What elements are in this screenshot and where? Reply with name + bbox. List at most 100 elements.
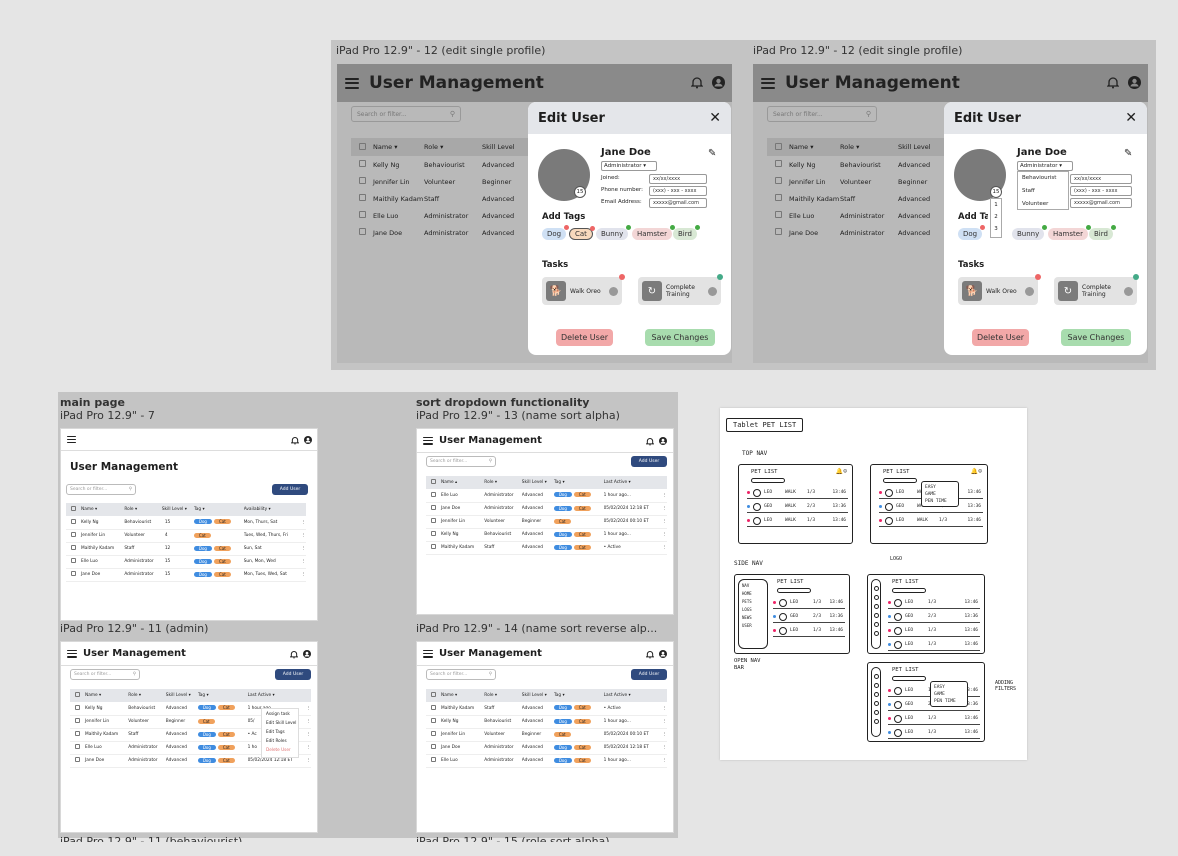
tag-dog[interactable]: Dog — [197, 731, 216, 737]
hamburger-icon[interactable] — [761, 77, 775, 89]
select-all-checkbox[interactable] — [775, 142, 782, 150]
row-checkbox[interactable] — [431, 757, 436, 762]
tag-cat[interactable]: Cat — [197, 718, 215, 724]
kebab-icon[interactable]: ⋮ — [306, 719, 311, 724]
kebab-icon[interactable]: ⋮ — [662, 732, 667, 737]
row-checkbox[interactable] — [431, 718, 436, 723]
table-row[interactable]: Jane Doe Administrator Advanced — [767, 224, 967, 241]
menu-item[interactable]: Edit Skill Level — [266, 720, 297, 725]
check-icon[interactable] — [1124, 286, 1133, 296]
tag-chip-bird[interactable]: Bird — [1089, 225, 1116, 240]
bell-icon[interactable] — [646, 650, 654, 659]
col-skill[interactable]: Skill Level ▾ — [165, 693, 191, 698]
row-checkbox[interactable] — [431, 531, 436, 536]
bell-icon[interactable] — [290, 650, 298, 659]
add-user-button[interactable]: Add User — [631, 669, 667, 680]
tag-dog[interactable]: Dog — [553, 744, 572, 750]
save-changes-button[interactable]: Save Changes — [1061, 329, 1131, 346]
menu-item[interactable]: Edit Roles — [266, 738, 287, 743]
remove-task-icon[interactable] — [1035, 274, 1041, 280]
profile-icon[interactable] — [659, 650, 667, 658]
table-row[interactable]: Elle Luo Administrator Advanced Dog Cat 1 hou… — [426, 754, 667, 767]
add-task-icon[interactable] — [717, 274, 723, 280]
delete-user-button[interactable]: Delete User — [972, 329, 1029, 346]
tag-dog[interactable]: Dog — [193, 571, 212, 577]
kebab-icon[interactable]: ⋮ — [662, 506, 667, 511]
phone-field[interactable]: (xxx) - xxx - xxxx — [1070, 186, 1132, 196]
row-checkbox[interactable] — [775, 194, 782, 201]
table-row[interactable]: Jane Doe Administrator Advanced Dog Cat 05/02… — [426, 741, 667, 754]
tag-cat[interactable]: Cat — [573, 705, 591, 711]
kebab-icon[interactable]: ⋮ — [662, 719, 667, 724]
tag-dog[interactable]: Dog — [197, 757, 216, 763]
tag-cat[interactable]: Cat — [217, 731, 235, 737]
row-checkbox[interactable] — [71, 571, 76, 576]
row-checkbox[interactable] — [75, 731, 80, 736]
table-row[interactable]: Jane Doe Administrator 15 Dog Cat Mon, Tues, … — [66, 568, 306, 581]
tag-cat[interactable]: Cat — [573, 757, 591, 763]
table-row[interactable]: Kelly Ng Behaviourist Advanced — [767, 156, 967, 173]
kebab-icon[interactable]: ⋮ — [301, 519, 306, 525]
tag-dog[interactable]: Dog — [197, 705, 216, 711]
check-icon[interactable] — [609, 286, 618, 296]
table-row[interactable]: Jennifer Lin Volunteer Beginner Cat 05/02/20… — [426, 728, 667, 741]
search-input[interactable]: Search or filter... ⚲ — [70, 669, 140, 680]
row-checkbox[interactable] — [359, 194, 366, 201]
level-option[interactable]: 2 — [994, 214, 998, 220]
tag-cat[interactable]: Cat — [217, 705, 235, 711]
table-row[interactable]: Elle Luo Administrator Advanced — [767, 207, 967, 224]
col-name[interactable]: Name ▾ — [85, 693, 102, 698]
task-complete-training[interactable]: ↻ Complete Training — [1054, 277, 1137, 305]
kebab-icon[interactable]: ⋮ — [662, 519, 667, 524]
tag-dog[interactable]: Dog — [553, 544, 572, 550]
select-all-checkbox[interactable] — [359, 142, 366, 150]
tag-cat[interactable]: Cat — [213, 545, 231, 551]
menu-item-delete[interactable]: Delete User — [266, 747, 291, 752]
tag-cat[interactable]: Cat — [217, 744, 235, 750]
table-row[interactable]: Jennifer Lin Volunteer Beginner Cat 05/02/20… — [426, 515, 667, 528]
kebab-icon[interactable]: ⋮ — [301, 533, 306, 538]
tag-dog[interactable]: Dog — [553, 531, 572, 537]
row-checkbox[interactable] — [359, 177, 366, 184]
select-all-checkbox[interactable] — [71, 506, 76, 511]
kebab-icon[interactable]: ⋮ — [306, 705, 311, 711]
row-checkbox[interactable] — [75, 744, 80, 749]
hamburger-icon[interactable] — [423, 436, 433, 445]
tag-chip-bunny[interactable]: Bunny — [1012, 225, 1048, 240]
col-name[interactable]: Name ▾ — [441, 693, 458, 698]
kebab-icon[interactable]: ⋮ — [306, 758, 311, 763]
hamburger-icon[interactable] — [423, 649, 433, 658]
kebab-icon[interactable]: ⋮ — [301, 572, 306, 577]
remove-task-icon[interactable] — [619, 274, 625, 280]
col-skill[interactable]: Skill Level — [482, 143, 515, 151]
pencil-icon[interactable]: ✎ — [708, 148, 717, 159]
tag-dog[interactable]: Dog — [193, 558, 212, 564]
row-checkbox[interactable] — [359, 211, 366, 218]
row-checkbox[interactable] — [431, 505, 436, 510]
role-option[interactable]: Staff — [1022, 188, 1035, 194]
row-checkbox[interactable] — [431, 744, 436, 749]
task-walk-oreo[interactable]: 🐕 Walk Oreo — [958, 277, 1038, 305]
table-row[interactable]: Elle Luo Administrator Advanced Dog Cat 1 ho ⋮ — [70, 741, 311, 754]
add-user-button[interactable]: Add User — [631, 456, 667, 467]
tag-dog[interactable]: Dog — [553, 705, 572, 711]
skill-level-badge[interactable]: 15 — [574, 186, 586, 198]
table-row[interactable]: Elle Luo Administrator Advanced Dog Cat 1 hou… — [426, 489, 667, 502]
col-skill[interactable]: Skill Level — [898, 143, 931, 151]
kebab-icon[interactable]: ⋮ — [301, 546, 306, 551]
tag-cat[interactable]: Cat — [573, 544, 591, 550]
kebab-icon[interactable]: ⋮ — [662, 758, 667, 763]
tag-dog[interactable]: Dog — [553, 505, 572, 511]
tag-dog[interactable]: Dog — [197, 744, 216, 750]
bell-icon[interactable] — [646, 437, 654, 446]
close-icon[interactable]: ✕ — [1125, 110, 1137, 126]
skill-level-dropdown[interactable]: 1 2 3 — [990, 198, 1002, 238]
table-row[interactable]: Jane Doe Administrator Advanced — [351, 224, 551, 241]
kebab-icon[interactable]: ⋮ — [301, 559, 306, 564]
delete-user-button[interactable]: Delete User — [556, 329, 613, 346]
tag-cat[interactable]: Cat — [213, 519, 231, 525]
col-skill[interactable]: Skill Level ▾ — [521, 480, 547, 485]
row-checkbox[interactable] — [359, 228, 366, 235]
col-skill[interactable]: Skill Level ▾ — [161, 507, 187, 512]
table-row[interactable]: Maithily Kadam Staff Advanced Dog Cat • Activ… — [426, 541, 667, 554]
